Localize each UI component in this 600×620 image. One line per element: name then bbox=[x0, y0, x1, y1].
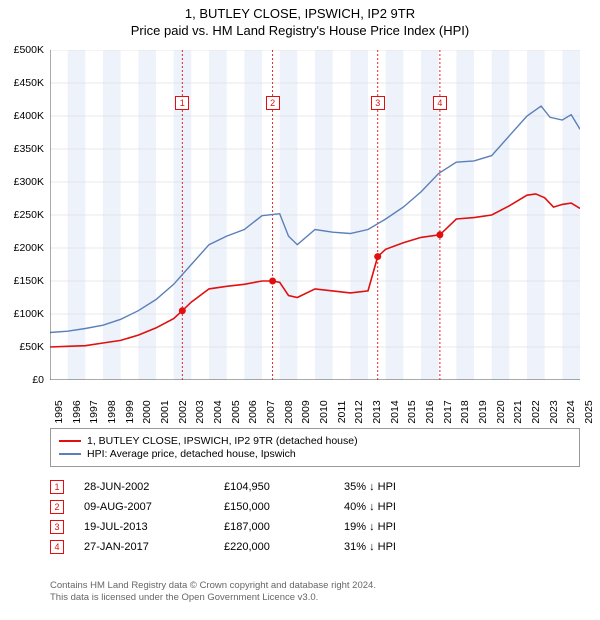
sale-date: 09-AUG-2007 bbox=[84, 501, 204, 513]
x-tick-label: 2011 bbox=[336, 401, 348, 424]
sale-marker-2: 2 bbox=[266, 96, 280, 110]
x-tick-label: 2023 bbox=[548, 400, 560, 423]
x-tick-label: 2009 bbox=[300, 400, 312, 423]
x-tick-label: 2020 bbox=[495, 400, 507, 423]
x-tick-label: 2014 bbox=[389, 400, 401, 423]
x-tick-label: 2000 bbox=[141, 400, 153, 423]
footnote-line-1: Contains HM Land Registry data © Crown c… bbox=[50, 580, 580, 592]
sale-price: £187,000 bbox=[224, 521, 324, 533]
x-tick-label: 2017 bbox=[442, 400, 454, 423]
sale-marker-1: 1 bbox=[175, 96, 189, 110]
y-tick-label: £500K bbox=[14, 44, 44, 56]
x-tick-label: 1997 bbox=[88, 400, 100, 423]
y-tick-label: £450K bbox=[14, 77, 44, 89]
sale-diff: 40% ↓ HPI bbox=[344, 501, 464, 513]
x-tick-label: 2008 bbox=[283, 400, 295, 423]
sale-row: 1 28-JUN-2002 £104,950 35% ↓ HPI bbox=[50, 480, 580, 494]
sale-marker-3: 3 bbox=[371, 96, 385, 110]
sale-row: 2 09-AUG-2007 £150,000 40% ↓ HPI bbox=[50, 500, 580, 514]
legend-item: HPI: Average price, detached house, Ipsw… bbox=[59, 448, 571, 460]
sales-table: 1 28-JUN-2002 £104,950 35% ↓ HPI 2 09-AUG-200… bbox=[50, 474, 580, 560]
x-axis: 1995 1996 1997 1998 1999 2000 2001 2002 2003 2004… bbox=[50, 382, 580, 422]
sale-diff: 31% ↓ HPI bbox=[344, 541, 464, 553]
sale-row-marker: 4 bbox=[50, 540, 64, 554]
sale-diff: 19% ↓ HPI bbox=[344, 521, 464, 533]
x-tick-label: 1999 bbox=[124, 400, 136, 423]
x-tick-label: 2001 bbox=[159, 400, 171, 423]
sale-row: 4 27-JAN-2017 £220,000 31% ↓ HPI bbox=[50, 540, 580, 554]
sale-price: £220,000 bbox=[224, 541, 324, 553]
x-tick-label: 2004 bbox=[212, 400, 224, 423]
x-tick-label: 2019 bbox=[477, 400, 489, 423]
x-tick-label: 2025 bbox=[583, 400, 595, 423]
legend-label: 1, BUTLEY CLOSE, IPSWICH, IP2 9TR (detac… bbox=[87, 435, 358, 447]
x-tick-label: 1996 bbox=[71, 400, 83, 423]
x-tick-label: 2013 bbox=[371, 400, 383, 423]
footnote-line-2: This data is licensed under the Open Gov… bbox=[50, 592, 580, 604]
x-tick-label: 2003 bbox=[194, 400, 206, 423]
sale-row-marker: 3 bbox=[50, 520, 64, 534]
sale-row-marker: 2 bbox=[50, 500, 64, 514]
x-tick-label: 2022 bbox=[530, 400, 542, 423]
legend: 1, BUTLEY CLOSE, IPSWICH, IP2 9TR (detac… bbox=[50, 428, 580, 467]
x-tick-label: 2006 bbox=[247, 400, 259, 423]
x-tick-label: 2024 bbox=[565, 400, 577, 423]
sale-marker-4: 4 bbox=[433, 96, 447, 110]
legend-swatch bbox=[59, 453, 81, 455]
sale-price: £150,000 bbox=[224, 501, 324, 513]
sale-diff: 35% ↓ HPI bbox=[344, 481, 464, 493]
x-tick-label: 2021 bbox=[512, 400, 524, 423]
chart-title-block: 1, BUTLEY CLOSE, IPSWICH, IP2 9TR Price … bbox=[0, 0, 600, 38]
sale-date: 28-JUN-2002 bbox=[84, 481, 204, 493]
title-line-2: Price paid vs. HM Land Registry's House … bbox=[0, 23, 600, 38]
chart-svg bbox=[50, 50, 580, 380]
x-tick-label: 1998 bbox=[106, 400, 118, 423]
y-tick-label: £50K bbox=[19, 341, 44, 353]
y-tick-label: £300K bbox=[14, 176, 44, 188]
legend-label: HPI: Average price, detached house, Ipsw… bbox=[87, 448, 296, 460]
sale-date: 27-JAN-2017 bbox=[84, 541, 204, 553]
y-axis: £0£50K£100K£150K£200K£250K£300K£350K£400… bbox=[0, 50, 48, 380]
x-tick-label: 2018 bbox=[459, 400, 471, 423]
footnote: Contains HM Land Registry data © Crown c… bbox=[50, 580, 580, 605]
sale-price: £104,950 bbox=[224, 481, 324, 493]
legend-item: 1, BUTLEY CLOSE, IPSWICH, IP2 9TR (detac… bbox=[59, 435, 571, 447]
y-tick-label: £250K bbox=[14, 209, 44, 221]
x-tick-label: 2010 bbox=[318, 400, 330, 423]
y-tick-label: £400K bbox=[14, 110, 44, 122]
y-tick-label: £150K bbox=[14, 275, 44, 287]
title-line-1: 1, BUTLEY CLOSE, IPSWICH, IP2 9TR bbox=[0, 6, 600, 21]
x-tick-label: 2012 bbox=[353, 400, 365, 423]
chart-plot-area: 1 2 3 4 bbox=[50, 50, 580, 380]
y-tick-label: £100K bbox=[14, 308, 44, 320]
y-tick-label: £350K bbox=[14, 143, 44, 155]
y-tick-label: £200K bbox=[14, 242, 44, 254]
x-tick-label: 2007 bbox=[265, 400, 277, 423]
legend-swatch bbox=[59, 440, 81, 442]
x-tick-label: 2015 bbox=[406, 400, 418, 423]
x-tick-label: 2016 bbox=[424, 400, 436, 423]
x-tick-label: 1995 bbox=[53, 400, 65, 423]
sale-date: 19-JUL-2013 bbox=[84, 521, 204, 533]
x-tick-label: 2002 bbox=[177, 400, 189, 423]
y-tick-label: £0 bbox=[32, 374, 44, 386]
x-tick-label: 2005 bbox=[230, 400, 242, 423]
sale-row-marker: 1 bbox=[50, 480, 64, 494]
sale-row: 3 19-JUL-2013 £187,000 19% ↓ HPI bbox=[50, 520, 580, 534]
